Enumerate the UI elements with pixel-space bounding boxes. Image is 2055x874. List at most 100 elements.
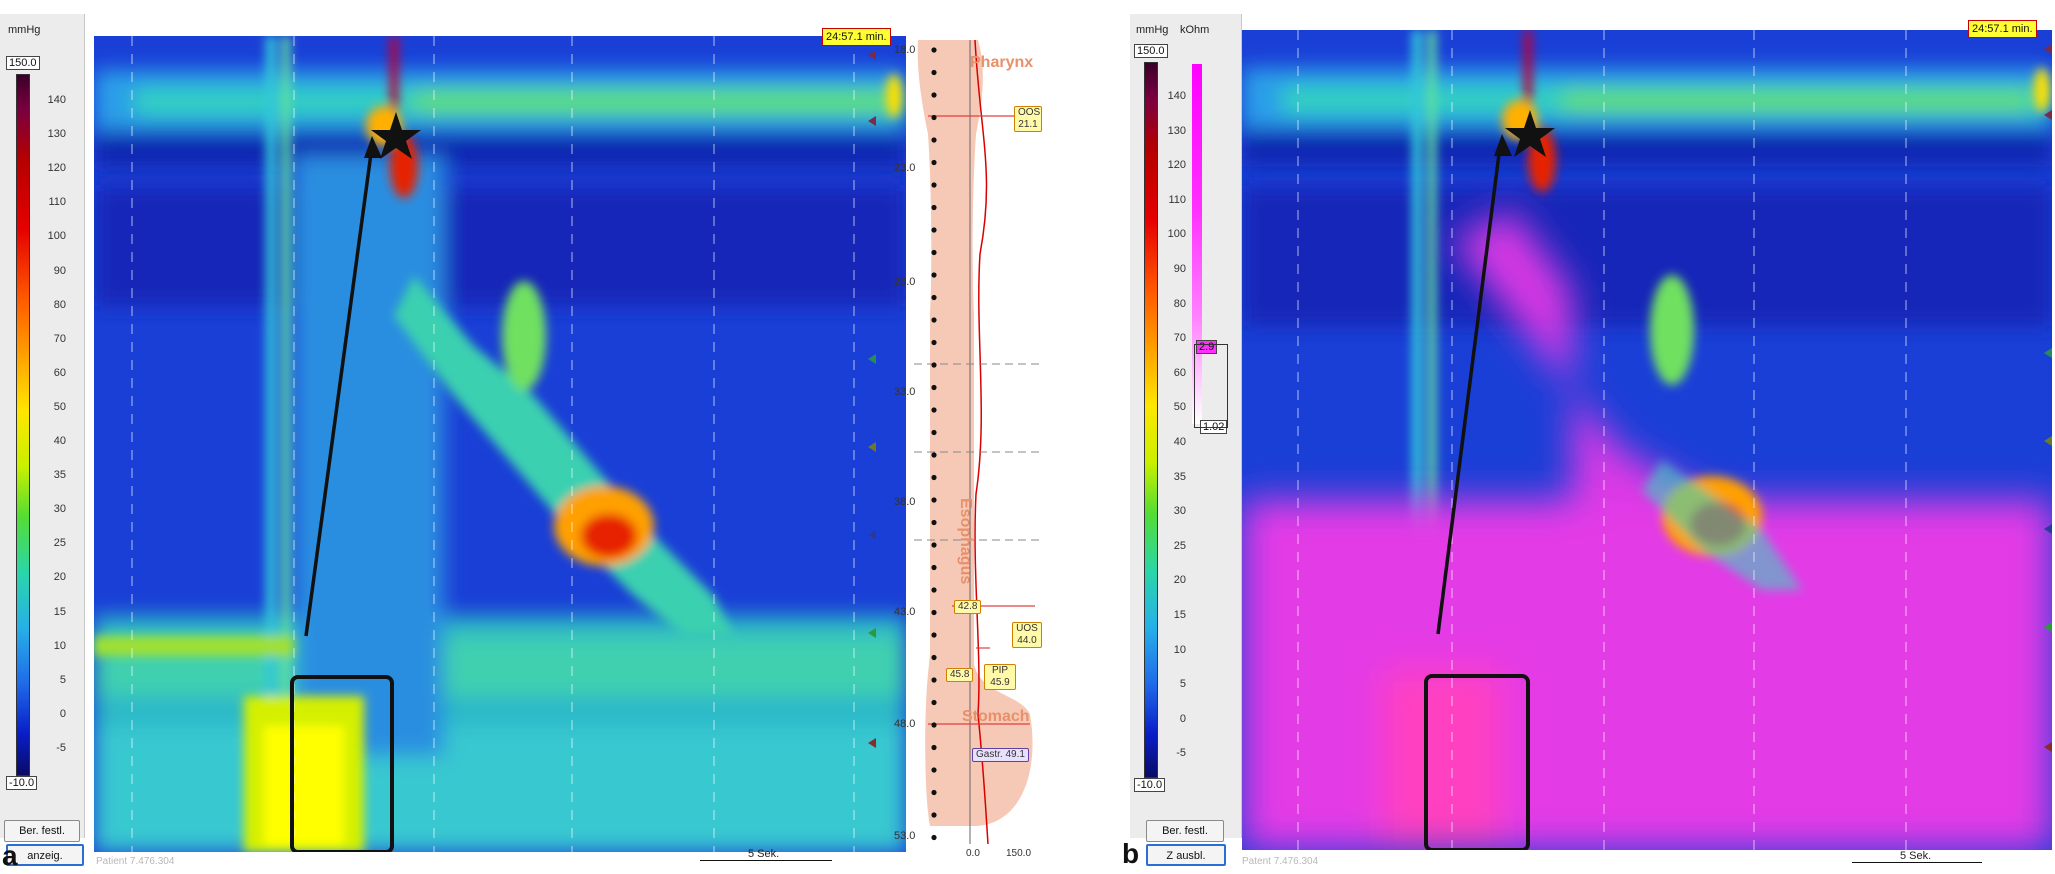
anatomy-axis-max: 150.0 bbox=[1006, 848, 1032, 859]
sensor-dot bbox=[931, 69, 937, 76]
anatomy-axis-min: 0.0 bbox=[966, 848, 980, 859]
highlight-box bbox=[290, 675, 394, 852]
pressure-tick-label: 140 bbox=[47, 94, 66, 106]
pressure-tick-label: 25 bbox=[53, 537, 66, 550]
pressure-tick-label: 5 bbox=[59, 673, 66, 686]
stomach-label: Stomach bbox=[962, 708, 1030, 725]
depth-label: 23.0 bbox=[894, 162, 916, 174]
scale-max-value-b[interactable]: 150.0 bbox=[1134, 44, 1168, 58]
pressure-tick-label: 70 bbox=[53, 332, 66, 345]
sensor-dot bbox=[931, 519, 937, 526]
sensor-dot bbox=[931, 654, 937, 661]
star-marker bbox=[371, 112, 421, 159]
highlight-box-b bbox=[1424, 674, 1530, 850]
pressure-tick-label: 130 bbox=[47, 128, 66, 141]
oos-tag[interactable]: OOS 21.1 bbox=[1014, 106, 1042, 132]
panel-b-letter: b bbox=[1122, 838, 1140, 869]
sensor-dot bbox=[931, 294, 937, 301]
pressure-unit-label-b: mmHg bbox=[1136, 24, 1169, 36]
pressure-tick-label: 100 bbox=[47, 230, 66, 243]
sensor-dot bbox=[931, 609, 937, 616]
sensor-dot bbox=[931, 429, 937, 436]
pressure-tick-label: 20 bbox=[1173, 574, 1186, 587]
pressure-tick-label: 40 bbox=[53, 435, 66, 447]
pressure-tick-label: 0 bbox=[59, 707, 66, 720]
set-range-button[interactable]: Ber. festl. bbox=[4, 820, 80, 842]
depth-label: 48.0 bbox=[894, 718, 916, 730]
sensor-dot bbox=[931, 474, 937, 481]
topography-svg-b bbox=[1242, 30, 2052, 850]
pip-tag[interactable]: PIP 45.9 bbox=[984, 664, 1016, 690]
sensor-dot bbox=[931, 362, 937, 368]
panel-b: mmHg kOhm 150.0 2.9 1.02 140 130 120 110 100… bbox=[1100, 0, 2055, 874]
pressure-tick-label: 10 bbox=[1173, 643, 1186, 656]
pressure-tick-label: 100 bbox=[1167, 228, 1186, 241]
oos-value: 21.1 bbox=[1018, 119, 1038, 130]
channel-markers bbox=[868, 50, 876, 748]
impedance-colorbar bbox=[1192, 64, 1202, 424]
pressure-tick-label: 110 bbox=[48, 196, 66, 209]
uos-value: 44.0 bbox=[1017, 635, 1037, 646]
pressure-tick-label: 40 bbox=[1173, 436, 1186, 448]
scale-max-value[interactable]: 150.0 bbox=[6, 56, 40, 70]
uos-tag[interactable]: UOS 44.0 bbox=[1012, 622, 1042, 648]
patient-id: Patient 7.476.304 bbox=[96, 856, 175, 867]
pressure-colorbar bbox=[16, 74, 30, 776]
hide-impedance-button[interactable]: Z ausbl. bbox=[1146, 844, 1226, 866]
sensor-dot bbox=[931, 272, 937, 278]
sensor-dot bbox=[931, 47, 937, 53]
display-button[interactable]: anzeig. bbox=[6, 844, 84, 866]
topography-svg bbox=[94, 36, 906, 852]
pressure-topography-plot[interactable] bbox=[94, 36, 906, 852]
sensor-dot bbox=[931, 587, 937, 593]
sensor-dot bbox=[931, 677, 937, 683]
pressure-tick-label: 15 bbox=[1173, 609, 1186, 621]
anatomy-svg bbox=[914, 39, 1040, 845]
depth-label: 53.0 bbox=[894, 830, 916, 842]
panel-a-letter: a bbox=[2, 840, 18, 871]
pressure-tick-label: 30 bbox=[1173, 505, 1186, 518]
impedance-unit-label: kOhm bbox=[1180, 24, 1210, 36]
pharynx-label: Pharynx bbox=[970, 54, 1034, 71]
impedance-topography-plot[interactable] bbox=[1242, 30, 2052, 850]
oos-label: OOS bbox=[1018, 107, 1041, 118]
arrow-line bbox=[304, 145, 374, 637]
pressure-tick-label: -5 bbox=[1176, 747, 1186, 760]
gastric-tag[interactable]: Gastr. 49.1 bbox=[972, 748, 1029, 762]
esophagus-label: Esophagus bbox=[957, 498, 974, 585]
sensor-dot bbox=[931, 744, 937, 751]
pip-value: 45.9 bbox=[990, 677, 1010, 688]
depth-label: 38.0 bbox=[894, 496, 916, 508]
pressure-tick-label: 120 bbox=[47, 162, 66, 175]
time-scale-label: 5 Sek. bbox=[748, 848, 780, 860]
time-scale-label-b: 5 Sek. bbox=[1900, 850, 1932, 862]
sensor-dot bbox=[931, 407, 937, 413]
pressure-tick-label: 0 bbox=[1179, 712, 1186, 725]
scale-min-value-b[interactable]: -10.0 bbox=[1134, 778, 1166, 792]
sensor-dot bbox=[931, 317, 937, 323]
depth-label: 28.0 bbox=[894, 276, 916, 288]
pressure-tick-label: 25 bbox=[1173, 539, 1186, 552]
time-marker: 24:57.1 min. bbox=[822, 28, 891, 46]
marker-2-tag[interactable]: 45.8 bbox=[946, 668, 974, 682]
sensor-dot bbox=[931, 227, 937, 233]
sensor-dot bbox=[931, 542, 937, 548]
sensor-dot bbox=[931, 159, 937, 166]
sensor-dot bbox=[931, 497, 937, 503]
marker-1-tag[interactable]: 42.8 bbox=[954, 600, 982, 614]
sensor-dot bbox=[931, 812, 937, 818]
sensor-dot bbox=[931, 137, 937, 143]
sensor-dot bbox=[931, 92, 937, 98]
pip-label: PIP bbox=[991, 665, 1009, 676]
pressure-tick-label: 5 bbox=[1179, 678, 1186, 691]
pressure-tick-label: 60 bbox=[1173, 366, 1186, 379]
patient-id-b: Patent 7.476.304 bbox=[1242, 856, 1319, 867]
pressure-tick-label: 130 bbox=[1167, 124, 1186, 137]
sensor-dot bbox=[931, 767, 937, 773]
depth-label: 18.0 bbox=[894, 44, 916, 56]
sensor-dot bbox=[931, 834, 937, 841]
set-range-button-b[interactable]: Ber. festl. bbox=[1146, 820, 1224, 842]
scale-min-value[interactable]: -10.0 bbox=[6, 776, 38, 790]
arrow-head-b bbox=[1494, 134, 1512, 156]
star-marker-b bbox=[1505, 110, 1555, 157]
